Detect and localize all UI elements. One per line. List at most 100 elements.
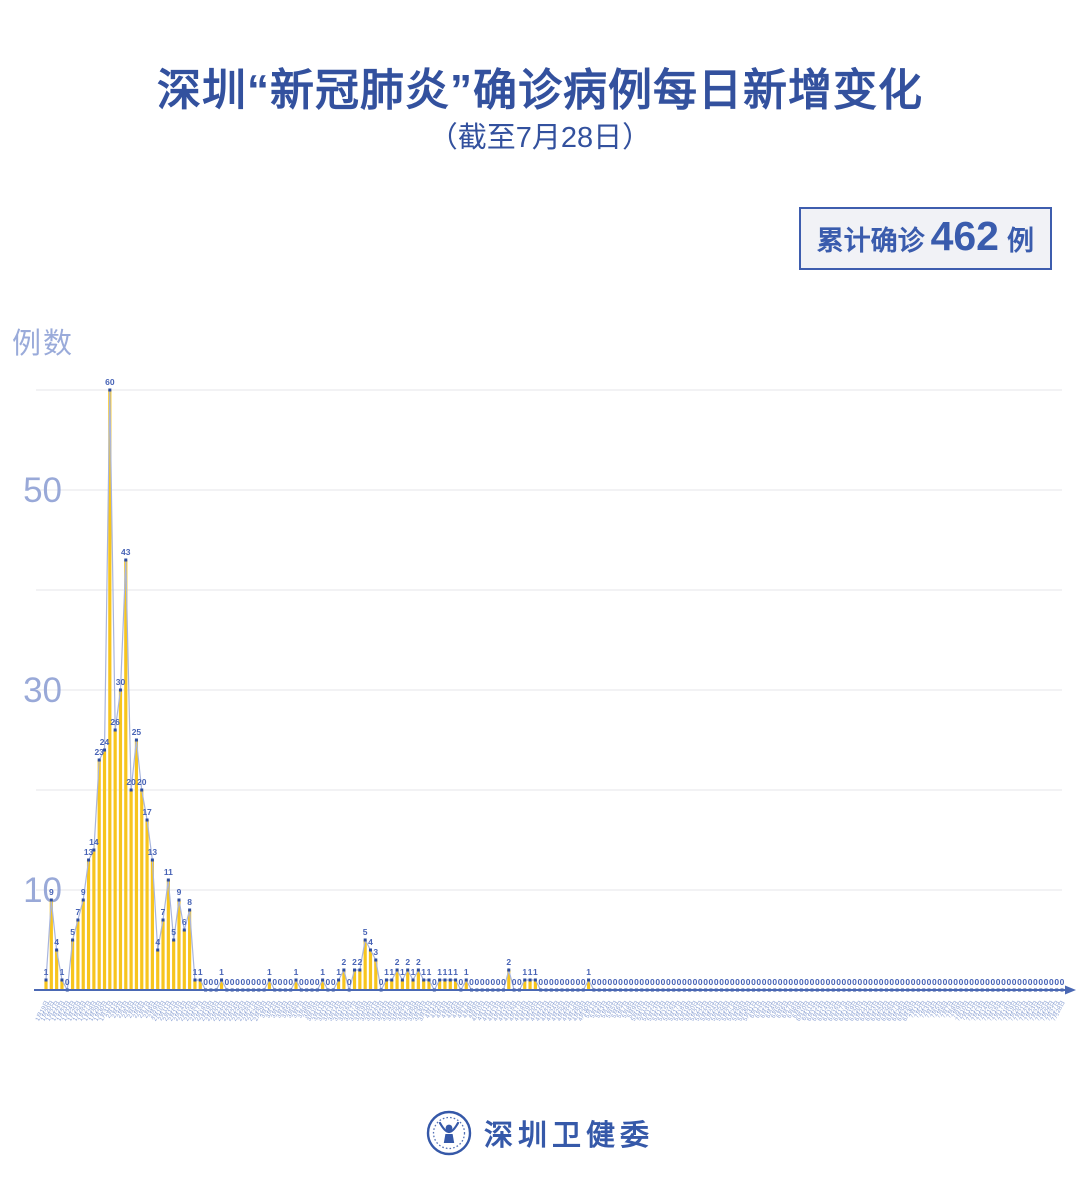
svg-text:5: 5 xyxy=(70,927,75,937)
svg-text:0: 0 xyxy=(331,977,336,987)
svg-text:6: 6 xyxy=(182,917,187,927)
svg-text:23: 23 xyxy=(94,747,104,757)
value-labels: 1941057913142324602630432025201713471159… xyxy=(44,377,1065,987)
svg-text:0: 0 xyxy=(772,977,777,987)
svg-text:0: 0 xyxy=(469,977,474,987)
svg-text:0: 0 xyxy=(905,977,910,987)
svg-text:60: 60 xyxy=(105,377,115,387)
svg-text:1: 1 xyxy=(267,967,272,977)
svg-text:1: 1 xyxy=(411,967,416,977)
svg-text:0: 0 xyxy=(990,977,995,987)
svg-text:0: 0 xyxy=(235,977,240,987)
svg-text:0: 0 xyxy=(927,977,932,987)
svg-text:0: 0 xyxy=(1044,977,1049,987)
svg-text:0: 0 xyxy=(538,977,543,987)
svg-text:0: 0 xyxy=(224,977,229,987)
svg-text:0: 0 xyxy=(756,977,761,987)
svg-text:0: 0 xyxy=(576,977,581,987)
svg-text:20: 20 xyxy=(126,777,136,787)
svg-text:0: 0 xyxy=(496,977,501,987)
y-axis-unit-label: 例数 xyxy=(12,328,75,360)
svg-text:0: 0 xyxy=(703,977,708,987)
svg-text:43: 43 xyxy=(121,547,131,557)
svg-text:1: 1 xyxy=(421,967,426,977)
svg-text:1: 1 xyxy=(437,967,442,977)
svg-text:0: 0 xyxy=(517,977,522,987)
svg-text:0: 0 xyxy=(1012,977,1017,987)
svg-text:1: 1 xyxy=(389,967,394,977)
svg-text:0: 0 xyxy=(948,977,953,987)
svg-text:0: 0 xyxy=(953,977,958,987)
svg-text:5: 5 xyxy=(363,927,368,937)
svg-text:0: 0 xyxy=(677,977,682,987)
svg-text:0: 0 xyxy=(570,977,575,987)
svg-text:0: 0 xyxy=(1028,977,1033,987)
svg-text:0: 0 xyxy=(682,977,687,987)
y-axis-tick-labels: 10 30 50 xyxy=(23,471,62,910)
svg-text:0: 0 xyxy=(379,977,384,987)
svg-text:4: 4 xyxy=(54,937,59,947)
svg-text:2: 2 xyxy=(357,957,362,967)
svg-text:0: 0 xyxy=(272,977,277,987)
svg-text:0: 0 xyxy=(607,977,612,987)
svg-text:0: 0 xyxy=(251,977,256,987)
svg-text:0: 0 xyxy=(820,977,825,987)
svg-text:2: 2 xyxy=(506,957,511,967)
svg-text:0: 0 xyxy=(645,977,650,987)
svg-text:0: 0 xyxy=(815,977,820,987)
daily-new-cases-chart: 1030501941057913142324602630432025201713… xyxy=(23,377,1076,1022)
svg-text:0: 0 xyxy=(964,977,969,987)
svg-text:4: 4 xyxy=(368,937,373,947)
svg-text:0: 0 xyxy=(863,977,868,987)
svg-text:7: 7 xyxy=(161,907,166,917)
svg-text:0: 0 xyxy=(1017,977,1022,987)
svg-text:0: 0 xyxy=(278,977,283,987)
svg-text:0: 0 xyxy=(857,977,862,987)
gridlines xyxy=(36,389,1062,891)
svg-text:1: 1 xyxy=(528,967,533,977)
svg-text:1: 1 xyxy=(400,967,405,977)
svg-text:7: 7 xyxy=(76,907,81,917)
svg-text:0: 0 xyxy=(799,977,804,987)
svg-text:2: 2 xyxy=(416,957,421,967)
svg-text:9: 9 xyxy=(177,887,182,897)
svg-text:2: 2 xyxy=(405,957,410,967)
svg-text:30: 30 xyxy=(116,677,126,687)
daily-case-bars xyxy=(44,390,591,990)
svg-text:0: 0 xyxy=(740,977,745,987)
svg-text:0: 0 xyxy=(900,977,905,987)
svg-text:0: 0 xyxy=(475,977,480,987)
badge-total-value: 462 xyxy=(930,213,999,259)
svg-text:0: 0 xyxy=(783,977,788,987)
svg-text:0: 0 xyxy=(592,977,597,987)
svg-text:0: 0 xyxy=(826,977,831,987)
svg-text:1: 1 xyxy=(60,967,65,977)
svg-text:0: 0 xyxy=(730,977,735,987)
svg-text:1: 1 xyxy=(384,967,389,977)
svg-text:0: 0 xyxy=(655,977,660,987)
svg-text:1: 1 xyxy=(44,967,49,977)
svg-text:0: 0 xyxy=(1006,977,1011,987)
cumulative-cases-badge: 累计确诊 462 例 xyxy=(798,207,1052,270)
svg-text:0: 0 xyxy=(304,977,309,987)
svg-text:0: 0 xyxy=(1033,977,1038,987)
svg-text:0: 0 xyxy=(884,977,889,987)
svg-text:0: 0 xyxy=(895,977,900,987)
svg-text:0: 0 xyxy=(889,977,894,987)
svg-text:0: 0 xyxy=(1038,977,1043,987)
svg-text:20: 20 xyxy=(137,777,147,787)
svg-text:1: 1 xyxy=(443,967,448,977)
svg-text:0: 0 xyxy=(959,977,964,987)
svg-text:0: 0 xyxy=(804,977,809,987)
svg-text:1: 1 xyxy=(533,967,538,977)
badge-prefix-label: 累计确诊 xyxy=(816,226,925,256)
svg-text:1: 1 xyxy=(586,967,591,977)
svg-text:0: 0 xyxy=(512,977,517,987)
svg-text:0: 0 xyxy=(283,977,288,987)
svg-text:0: 0 xyxy=(666,977,671,987)
shenzhen-health-commission-logo-icon xyxy=(426,1110,472,1156)
svg-text:0: 0 xyxy=(751,977,756,987)
svg-text:0: 0 xyxy=(288,977,293,987)
svg-text:0: 0 xyxy=(794,977,799,987)
page-title: 深圳“新冠肺炎”确诊病例每日新增变化 xyxy=(157,66,923,115)
